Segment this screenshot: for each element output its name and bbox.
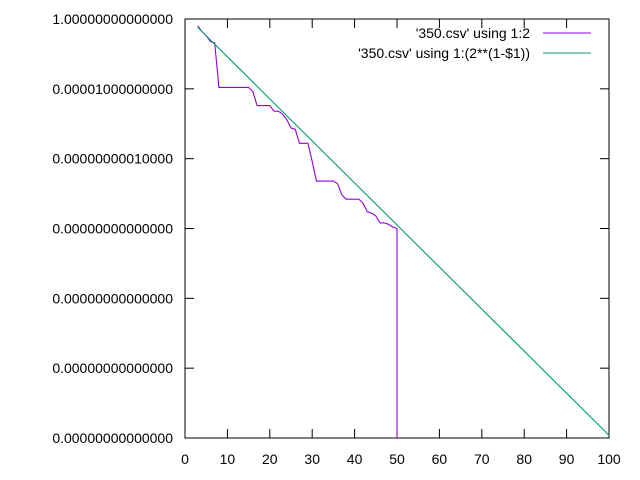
y-tick-label: 1.00000000000000 [52, 11, 173, 27]
y-tick-label: 0.00000000000000 [52, 221, 173, 237]
x-tick-label: 20 [262, 451, 278, 467]
x-tick-label: 50 [389, 451, 405, 467]
x-tick-label: 40 [347, 451, 363, 467]
y-tick-label: 0.00000000010000 [52, 151, 173, 167]
legend-label-1: '350.csv' using 1:2 [416, 25, 531, 41]
y-tick-label: 0.00000000000000 [52, 430, 173, 446]
y-tick-label: 0.00000000000000 [52, 290, 173, 306]
series-line-1 [197, 25, 398, 438]
y-axis-ticks: 1.00000000000000 0.00001000000000 0.000000… [52, 11, 609, 446]
y-tick-label: 0.00000000000000 [52, 360, 173, 376]
series-layer [197, 25, 610, 438]
y-tick-label: 0.00001000000000 [52, 81, 173, 97]
x-axis-ticks: 0 10 20 30 40 50 60 70 80 90 100 [181, 19, 621, 467]
x-tick-label: 90 [559, 451, 575, 467]
x-tick-label: 60 [432, 451, 448, 467]
x-tick-label: 70 [474, 451, 490, 467]
x-tick-label: 80 [516, 451, 532, 467]
legend-label-2: '350.csv' using 1:(2**(1-$1)) [358, 45, 530, 61]
legend: '350.csv' using 1:2 '350.csv' using 1:(2*… [358, 25, 591, 61]
x-tick-label: 0 [181, 451, 189, 467]
x-tick-label: 100 [597, 451, 621, 467]
series-line-2 [197, 27, 610, 436]
x-tick-label: 30 [304, 451, 320, 467]
x-tick-label: 10 [220, 451, 236, 467]
